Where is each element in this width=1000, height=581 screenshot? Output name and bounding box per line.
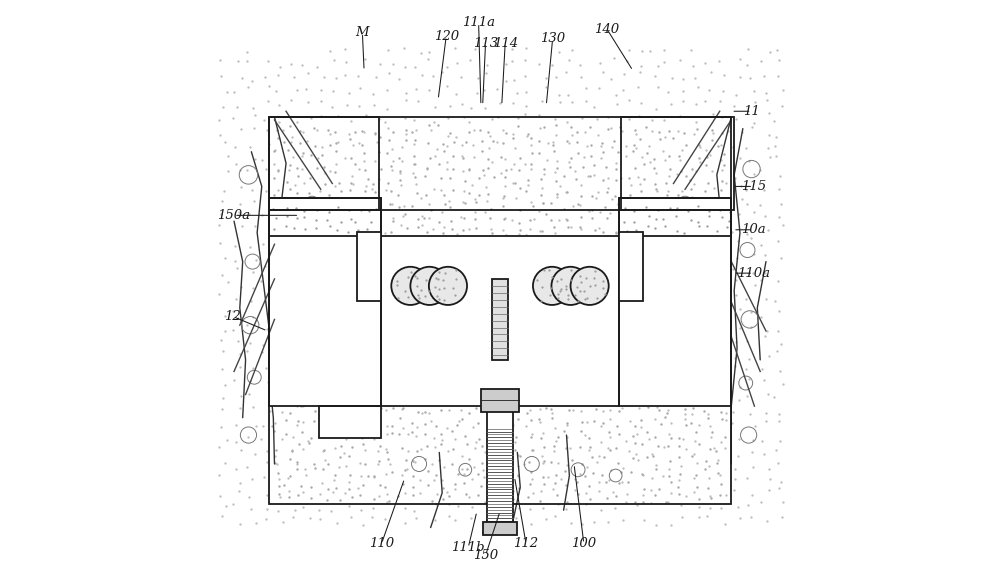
Bar (269, 117, 731, 504)
Text: 10a: 10a (741, 223, 766, 236)
Text: 113: 113 (473, 37, 498, 49)
Bar (269, 235, 381, 406)
Text: 111b: 111b (451, 541, 485, 554)
Bar (381, 235, 619, 406)
Bar (621, 117, 734, 210)
Text: 111a: 111a (462, 16, 495, 29)
Text: 140: 140 (594, 23, 620, 35)
Bar (619, 231, 643, 301)
Text: 130: 130 (540, 33, 565, 45)
Circle shape (429, 267, 467, 305)
Bar (319, 406, 381, 438)
Text: 115: 115 (741, 180, 766, 193)
Circle shape (571, 267, 609, 305)
Text: 100: 100 (571, 537, 596, 550)
Bar (357, 231, 381, 301)
Text: 150: 150 (473, 549, 498, 562)
Text: M: M (356, 26, 369, 39)
Bar (619, 235, 731, 406)
Text: 114: 114 (493, 37, 518, 49)
Bar (269, 198, 381, 406)
Text: 150a: 150a (218, 209, 251, 222)
Bar (492, 279, 508, 360)
Bar (381, 235, 619, 406)
Text: 11: 11 (743, 105, 760, 118)
Text: 12: 12 (224, 310, 241, 323)
Circle shape (391, 267, 429, 305)
Bar (481, 389, 519, 412)
Bar (619, 198, 731, 406)
Bar (619, 198, 731, 235)
Text: 120: 120 (434, 30, 459, 42)
Bar (269, 117, 379, 210)
Circle shape (551, 267, 590, 305)
Circle shape (410, 267, 449, 305)
Text: 110: 110 (369, 537, 394, 550)
Text: 112: 112 (513, 537, 539, 550)
Text: 110a: 110a (737, 267, 770, 279)
Bar (483, 522, 517, 535)
Bar (269, 198, 381, 235)
Circle shape (533, 267, 571, 305)
Bar (487, 394, 513, 522)
